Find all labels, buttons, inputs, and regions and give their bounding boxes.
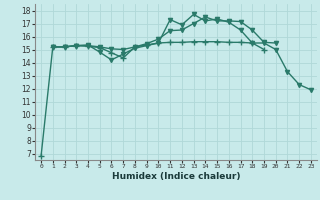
- X-axis label: Humidex (Indice chaleur): Humidex (Indice chaleur): [112, 172, 240, 181]
